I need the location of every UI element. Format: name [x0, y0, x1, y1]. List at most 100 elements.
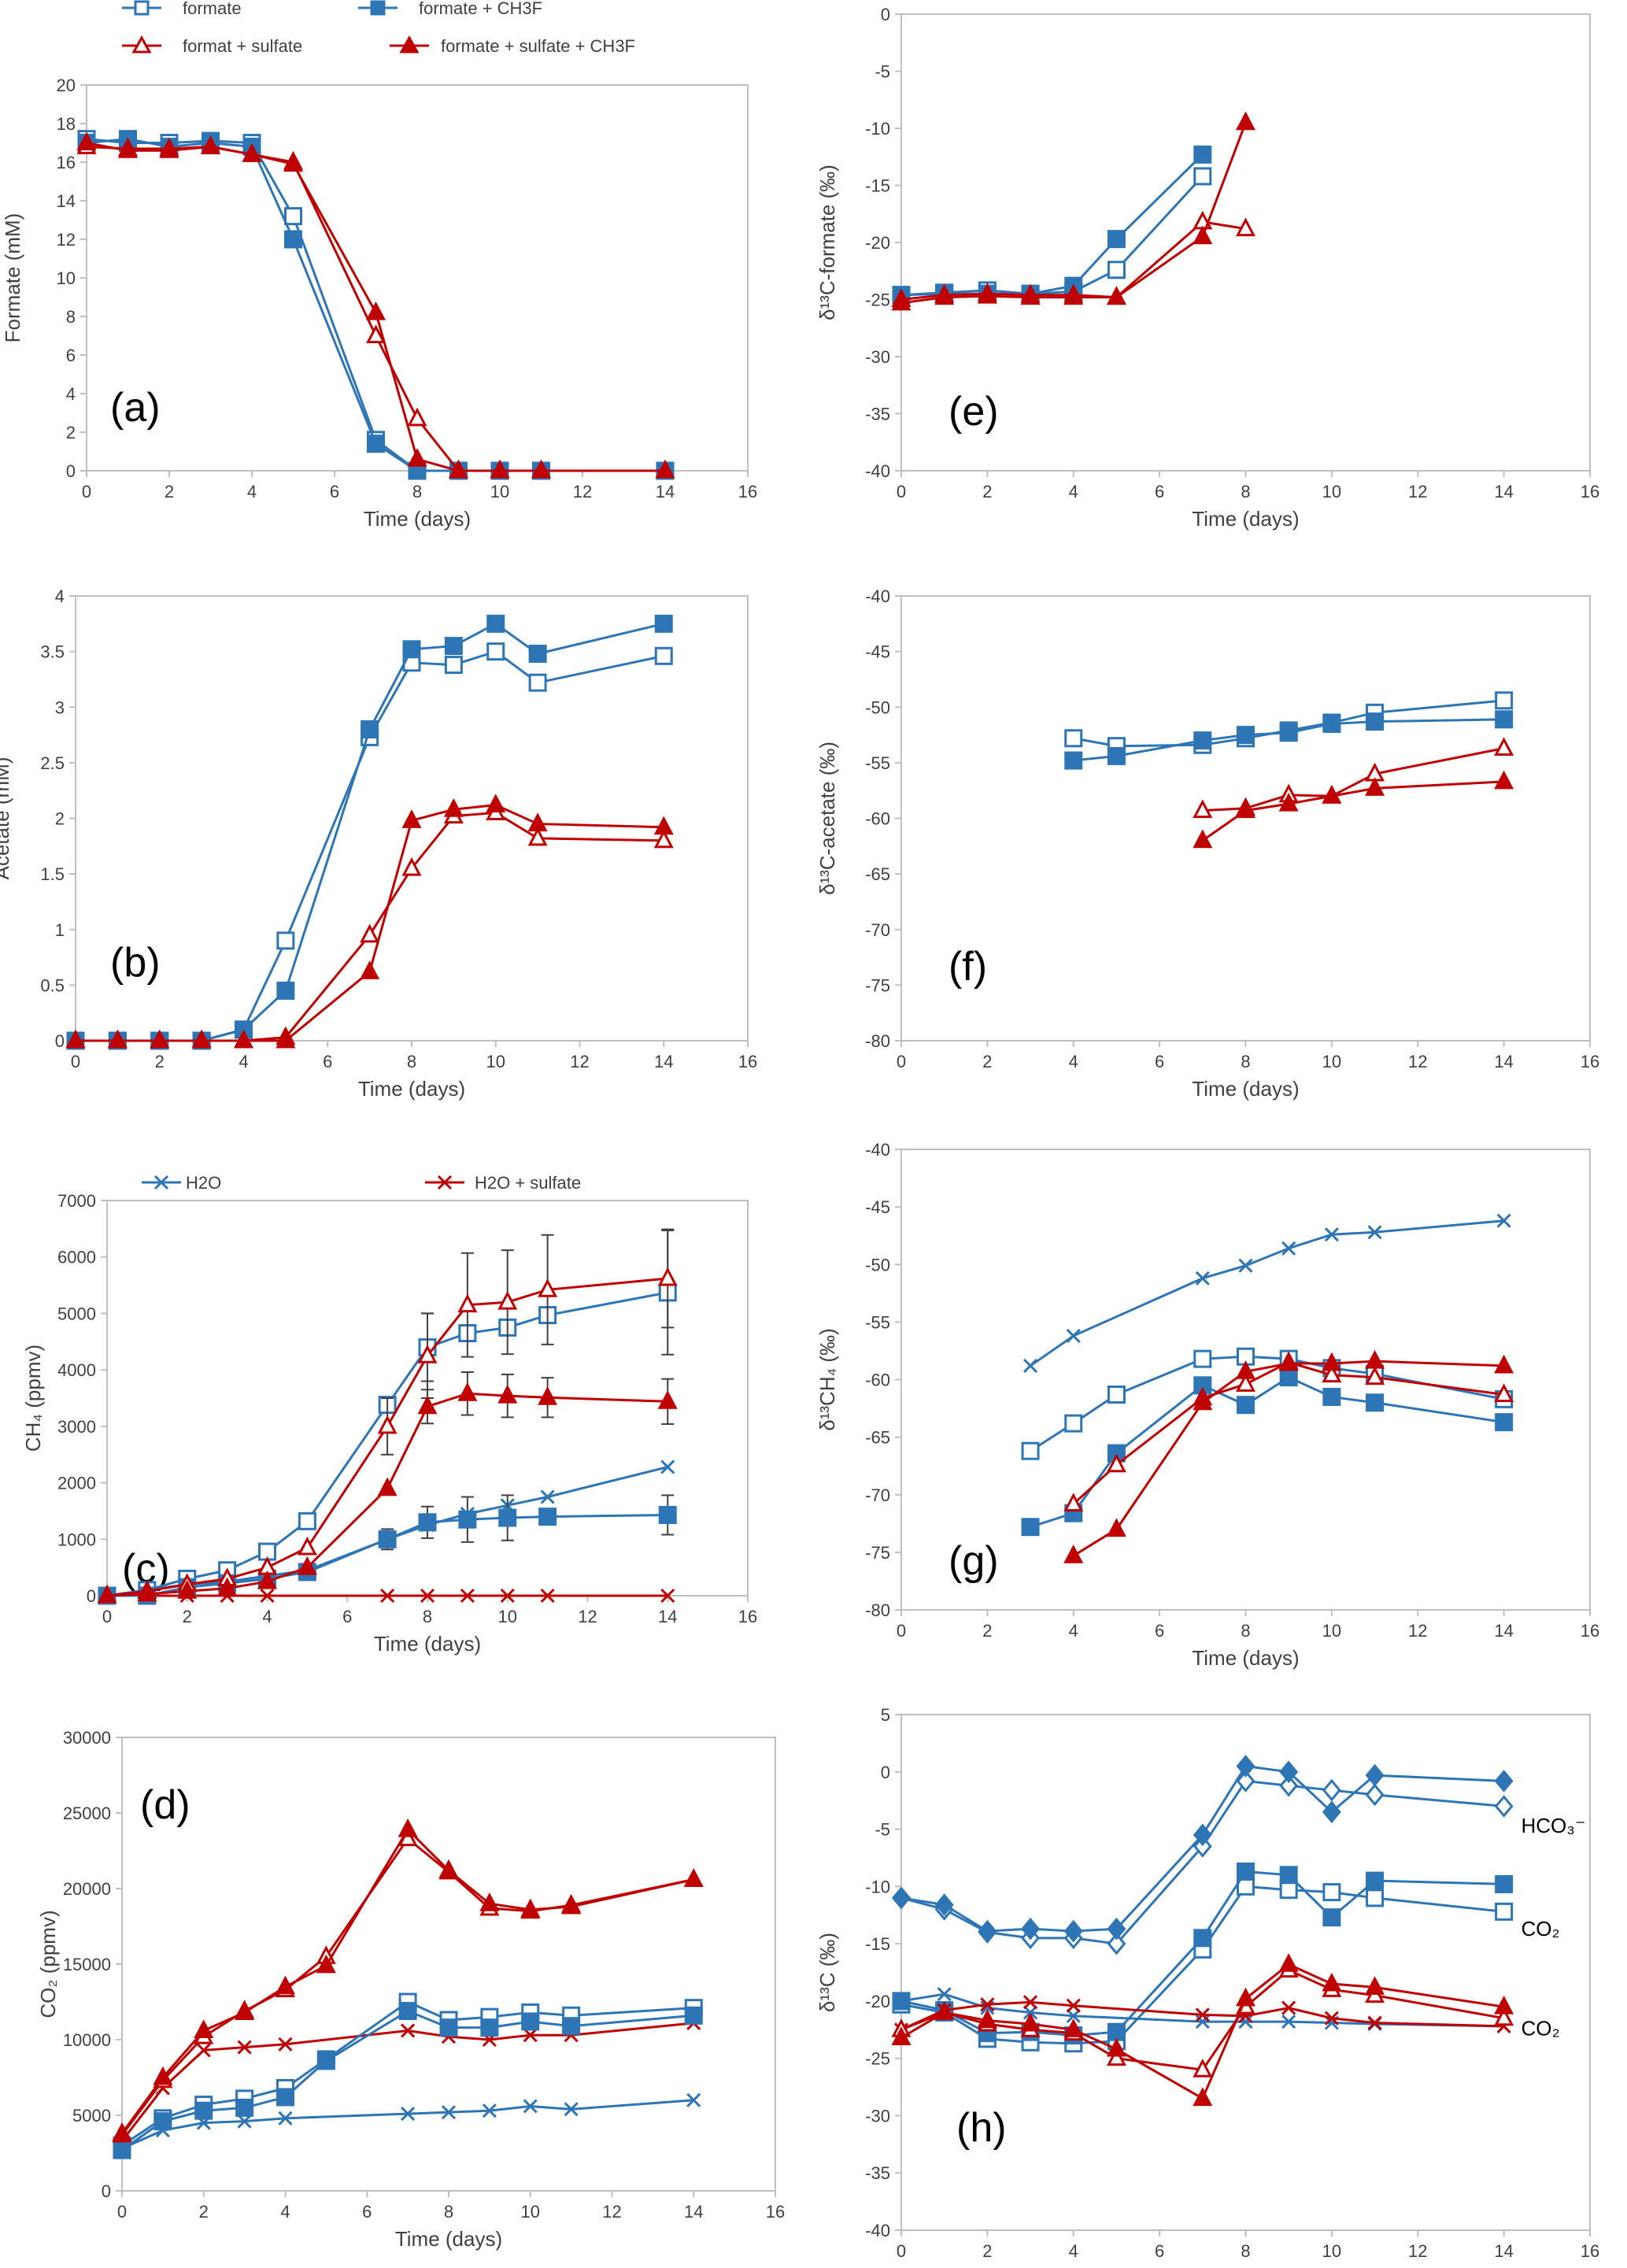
y-axis-label: CO₂ (ppmv)	[36, 1910, 60, 2018]
series-line	[1030, 1355, 1504, 1452]
chart-panel-h: 0 2 4 6 8 10 12 14 16 -40 -35 -30 -25 -20 -15 -10 -5 0 5 Ti…	[815, 1705, 1599, 2268]
series-h2o	[114, 2092, 701, 2156]
y-tick-label: 6000	[57, 1248, 96, 1267]
x-tick-label: 14	[1494, 1052, 1513, 1071]
y-tick-label: -20	[865, 233, 890, 253]
data-point	[1107, 2022, 1126, 2041]
data-point	[159, 139, 179, 158]
series-hco3-formate-ch3f	[892, 1755, 1514, 1943]
y-tick-label: 6	[66, 346, 76, 365]
legend-marker-h2o-sulfate	[437, 1175, 453, 1190]
series-annotation: CO₂	[1522, 1917, 1560, 1941]
data-point	[113, 2140, 131, 2159]
y-tick-label: -5	[875, 1820, 890, 1840]
x-tick-label: 6	[1155, 1621, 1164, 1641]
x-tick-label: 12	[1408, 1621, 1427, 1641]
panel-label: (g)	[948, 1538, 999, 1584]
data-point	[653, 829, 674, 849]
legend-label-format-sulfate: format + sulfate	[183, 36, 302, 56]
y-tick-label: -25	[865, 290, 890, 310]
series-line	[76, 649, 664, 1042]
panel-label: (a)	[110, 385, 161, 431]
x-tick-label: 6	[323, 1052, 332, 1071]
data-point	[398, 1818, 418, 1837]
legend-label-h2o: H2O	[186, 1173, 221, 1193]
data-point	[360, 923, 380, 943]
data-point	[458, 1510, 477, 1529]
data-point	[1193, 799, 1213, 819]
x-tick-label: 16	[738, 1052, 757, 1071]
y-tick-label: -70	[865, 1485, 890, 1505]
y-axis-label: δ¹³C (‰)	[815, 1933, 839, 2012]
x-tick-label: 12	[573, 482, 592, 501]
x-tick-label: 0	[897, 1052, 906, 1071]
x-tick-label: 2	[982, 1052, 992, 1071]
data-point	[1494, 770, 1514, 790]
series-line	[120, 1837, 694, 2136]
series-formate-ch3f	[1064, 710, 1514, 770]
series-co2-formate-sulfate-ch3f	[891, 1953, 1514, 2107]
data-point	[278, 2111, 293, 2126]
data-point	[137, 1582, 157, 1602]
x-tick-label: 2	[982, 2241, 992, 2261]
data-point	[977, 2009, 997, 2029]
y-tick-label: -15	[865, 1934, 890, 1954]
data-point	[1322, 1908, 1341, 1927]
data-point	[1022, 1358, 1038, 1374]
x-tick-label: 14	[658, 1607, 677, 1626]
data-point	[196, 2043, 211, 2058]
data-point	[1107, 230, 1126, 249]
x-tick-label: 16	[1581, 2241, 1599, 2261]
data-point	[977, 284, 997, 304]
series-line	[120, 1827, 694, 2134]
x-tick-label: 2	[982, 1621, 992, 1641]
y-tick-label: 2	[66, 423, 76, 442]
y-tick-label: -80	[865, 1600, 890, 1620]
data-point	[486, 614, 505, 633]
y-tick-label: -65	[865, 1428, 890, 1448]
data-point	[1064, 751, 1083, 770]
x-tick-label: 6	[362, 2202, 372, 2222]
data-point	[316, 1954, 336, 1974]
y-tick-label: 0	[881, 1763, 890, 1782]
data-point	[242, 142, 262, 162]
data-point	[1322, 714, 1341, 733]
y-tick-label: 0.5	[40, 975, 65, 995]
data-point	[980, 1997, 995, 2012]
data-point	[1278, 792, 1299, 812]
data-point	[1322, 1778, 1341, 1802]
y-tick-label: 5000	[72, 2106, 111, 2126]
panel-label: (h)	[956, 2105, 1007, 2151]
chart-panel-d: 0 2 4 6 8 10 12 14 16 0 5000 10000 15000 20000 25000 30…	[36, 1728, 785, 2251]
data-point	[1236, 111, 1255, 131]
data-point	[1063, 1545, 1084, 1563]
data-point	[257, 1570, 277, 1589]
data-point	[528, 644, 547, 663]
data-point	[527, 827, 548, 846]
data-point	[1022, 2005, 1038, 2020]
series-formate-sulfate-ch3f	[97, 1371, 678, 1604]
x-tick-label: 6	[1155, 1052, 1164, 1071]
series-line	[900, 122, 1247, 305]
data-point	[150, 1029, 170, 1049]
x-tick-label: 12	[1408, 482, 1427, 501]
data-point	[1236, 1360, 1255, 1379]
x-tick-label: 16	[1581, 482, 1599, 501]
y-tick-label: -60	[865, 1371, 890, 1390]
data-point	[1193, 2059, 1213, 2077]
data-point	[1064, 1414, 1083, 1433]
y-tick-label: -65	[865, 864, 890, 884]
y-tick-label: -25	[865, 2049, 890, 2069]
data-point	[660, 1588, 675, 1604]
series-line	[1202, 747, 1504, 812]
series-formate-sulfate-ch3f	[112, 1818, 704, 2141]
data-point	[457, 1382, 478, 1401]
data-point	[112, 2122, 132, 2141]
data-point	[1367, 1225, 1382, 1240]
data-point	[1495, 1413, 1514, 1432]
x-tick-label: 0	[897, 482, 906, 501]
data-point	[1322, 1352, 1342, 1371]
data-point	[378, 1530, 397, 1548]
data-point	[407, 448, 427, 467]
data-point	[1107, 746, 1126, 765]
